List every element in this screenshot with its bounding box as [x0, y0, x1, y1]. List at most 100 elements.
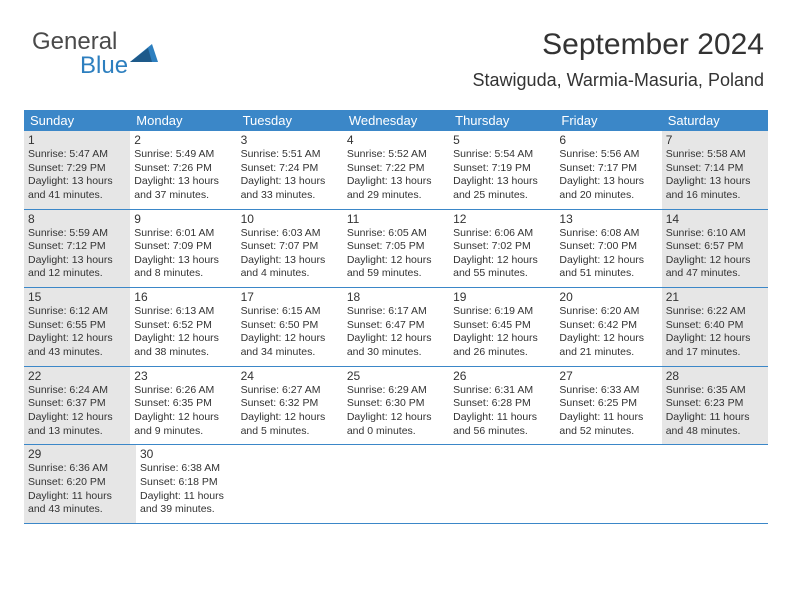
day-info-line: Sunset: 6:32 PM [241, 397, 339, 411]
day-number: 6 [559, 133, 657, 147]
day-info-line: Daylight: 13 hours [28, 175, 126, 189]
day-number: 7 [666, 133, 764, 147]
day-header: Sunday [24, 110, 130, 131]
day-info-line: Daylight: 11 hours [453, 411, 551, 425]
day-info-line: and 29 minutes. [347, 189, 445, 203]
day-header: Thursday [449, 110, 555, 131]
day-info-line: Daylight: 13 hours [666, 175, 764, 189]
day-number: 22 [28, 369, 126, 383]
day-info-line: Daylight: 12 hours [666, 332, 764, 346]
day-number: 11 [347, 212, 445, 226]
day-info-line: and 20 minutes. [559, 189, 657, 203]
calendar-grid: SundayMondayTuesdayWednesdayThursdayFrid… [24, 110, 768, 524]
day-info-line: and 59 minutes. [347, 267, 445, 281]
week-row: 1Sunrise: 5:47 AMSunset: 7:29 PMDaylight… [24, 131, 768, 210]
week-row: 15Sunrise: 6:12 AMSunset: 6:55 PMDayligh… [24, 288, 768, 367]
week-row: 29Sunrise: 6:36 AMSunset: 6:20 PMDayligh… [24, 445, 768, 524]
day-cell: 28Sunrise: 6:35 AMSunset: 6:23 PMDayligh… [662, 367, 768, 445]
day-info-line: and 47 minutes. [666, 267, 764, 281]
day-info-line: Daylight: 12 hours [559, 332, 657, 346]
day-info-line: Daylight: 12 hours [347, 332, 445, 346]
day-cell: 25Sunrise: 6:29 AMSunset: 6:30 PMDayligh… [343, 367, 449, 445]
day-cell: 26Sunrise: 6:31 AMSunset: 6:28 PMDayligh… [449, 367, 555, 445]
day-info-line: Daylight: 12 hours [453, 332, 551, 346]
day-cell: 5Sunrise: 5:54 AMSunset: 7:19 PMDaylight… [449, 131, 555, 209]
day-info-line: Sunrise: 6:29 AM [347, 384, 445, 398]
day-info-line: Sunrise: 6:35 AM [666, 384, 764, 398]
day-cell: 22Sunrise: 6:24 AMSunset: 6:37 PMDayligh… [24, 367, 130, 445]
day-info-line: Sunrise: 6:33 AM [559, 384, 657, 398]
day-info-line: and 33 minutes. [241, 189, 339, 203]
day-info-line: and 52 minutes. [559, 425, 657, 439]
day-info-line: and 51 minutes. [559, 267, 657, 281]
day-info-line: Sunset: 6:37 PM [28, 397, 126, 411]
day-info-line: Sunrise: 5:54 AM [453, 148, 551, 162]
day-info-line: Sunrise: 6:17 AM [347, 305, 445, 319]
day-info-line: and 56 minutes. [453, 425, 551, 439]
day-info-line: Sunrise: 6:12 AM [28, 305, 126, 319]
day-info-line: Sunset: 6:23 PM [666, 397, 764, 411]
day-info-line: Sunset: 6:45 PM [453, 319, 551, 333]
day-header: Saturday [662, 110, 768, 131]
day-info-line: and 13 minutes. [28, 425, 126, 439]
day-info-line: and 17 minutes. [666, 346, 764, 360]
day-info-line: Daylight: 13 hours [559, 175, 657, 189]
day-info-line: and 12 minutes. [28, 267, 126, 281]
day-number: 1 [28, 133, 126, 147]
day-info-line: Daylight: 12 hours [241, 411, 339, 425]
day-number: 8 [28, 212, 126, 226]
day-number: 9 [134, 212, 232, 226]
day-info-line: Sunrise: 6:01 AM [134, 227, 232, 241]
day-info-line: Sunset: 7:07 PM [241, 240, 339, 254]
day-info-line: Sunrise: 6:19 AM [453, 305, 551, 319]
day-info-line: Daylight: 13 hours [241, 175, 339, 189]
day-info-line: and 30 minutes. [347, 346, 445, 360]
day-info-line: Sunset: 6:55 PM [28, 319, 126, 333]
day-info-line: Sunrise: 6:26 AM [134, 384, 232, 398]
day-info-line: Daylight: 11 hours [140, 490, 244, 504]
week-row: 8Sunrise: 5:59 AMSunset: 7:12 PMDaylight… [24, 210, 768, 289]
day-info-line: Sunrise: 6:06 AM [453, 227, 551, 241]
day-info-line: Sunset: 6:50 PM [241, 319, 339, 333]
day-number: 17 [241, 290, 339, 304]
day-cell: 23Sunrise: 6:26 AMSunset: 6:35 PMDayligh… [130, 367, 236, 445]
day-cell: 8Sunrise: 5:59 AMSunset: 7:12 PMDaylight… [24, 210, 130, 288]
day-cell: 6Sunrise: 5:56 AMSunset: 7:17 PMDaylight… [555, 131, 661, 209]
location-text: Stawiguda, Warmia-Masuria, Poland [473, 70, 764, 91]
day-info-line: Daylight: 13 hours [28, 254, 126, 268]
day-info-line: Daylight: 13 hours [347, 175, 445, 189]
day-info-line: Sunrise: 6:03 AM [241, 227, 339, 241]
day-number: 23 [134, 369, 232, 383]
day-number: 26 [453, 369, 551, 383]
day-info-line: Sunrise: 6:20 AM [559, 305, 657, 319]
day-info-line: Daylight: 12 hours [28, 332, 126, 346]
day-cell: 4Sunrise: 5:52 AMSunset: 7:22 PMDaylight… [343, 131, 449, 209]
day-cell: 12Sunrise: 6:06 AMSunset: 7:02 PMDayligh… [449, 210, 555, 288]
day-info-line: Daylight: 13 hours [241, 254, 339, 268]
day-header: Friday [555, 110, 661, 131]
day-info-line: Sunrise: 6:13 AM [134, 305, 232, 319]
day-info-line: and 5 minutes. [241, 425, 339, 439]
day-info-line: Sunset: 7:29 PM [28, 162, 126, 176]
day-info-line: Sunrise: 6:22 AM [666, 305, 764, 319]
day-info-line: Sunset: 7:00 PM [559, 240, 657, 254]
day-cell: 18Sunrise: 6:17 AMSunset: 6:47 PMDayligh… [343, 288, 449, 366]
day-info-line: Sunset: 7:19 PM [453, 162, 551, 176]
day-number: 10 [241, 212, 339, 226]
day-info-line: and 55 minutes. [453, 267, 551, 281]
day-info-line: Daylight: 11 hours [559, 411, 657, 425]
day-info-line: and 25 minutes. [453, 189, 551, 203]
day-number: 13 [559, 212, 657, 226]
day-number: 21 [666, 290, 764, 304]
day-cell: 10Sunrise: 6:03 AMSunset: 7:07 PMDayligh… [237, 210, 343, 288]
day-cell: 14Sunrise: 6:10 AMSunset: 6:57 PMDayligh… [662, 210, 768, 288]
day-number: 15 [28, 290, 126, 304]
day-info-line: Sunset: 7:26 PM [134, 162, 232, 176]
day-cell: 15Sunrise: 6:12 AMSunset: 6:55 PMDayligh… [24, 288, 130, 366]
day-cell: 29Sunrise: 6:36 AMSunset: 6:20 PMDayligh… [24, 445, 136, 523]
day-cell: 21Sunrise: 6:22 AMSunset: 6:40 PMDayligh… [662, 288, 768, 366]
day-number: 5 [453, 133, 551, 147]
day-info-line: Sunset: 7:17 PM [559, 162, 657, 176]
day-number: 3 [241, 133, 339, 147]
day-info-line: Sunrise: 6:05 AM [347, 227, 445, 241]
